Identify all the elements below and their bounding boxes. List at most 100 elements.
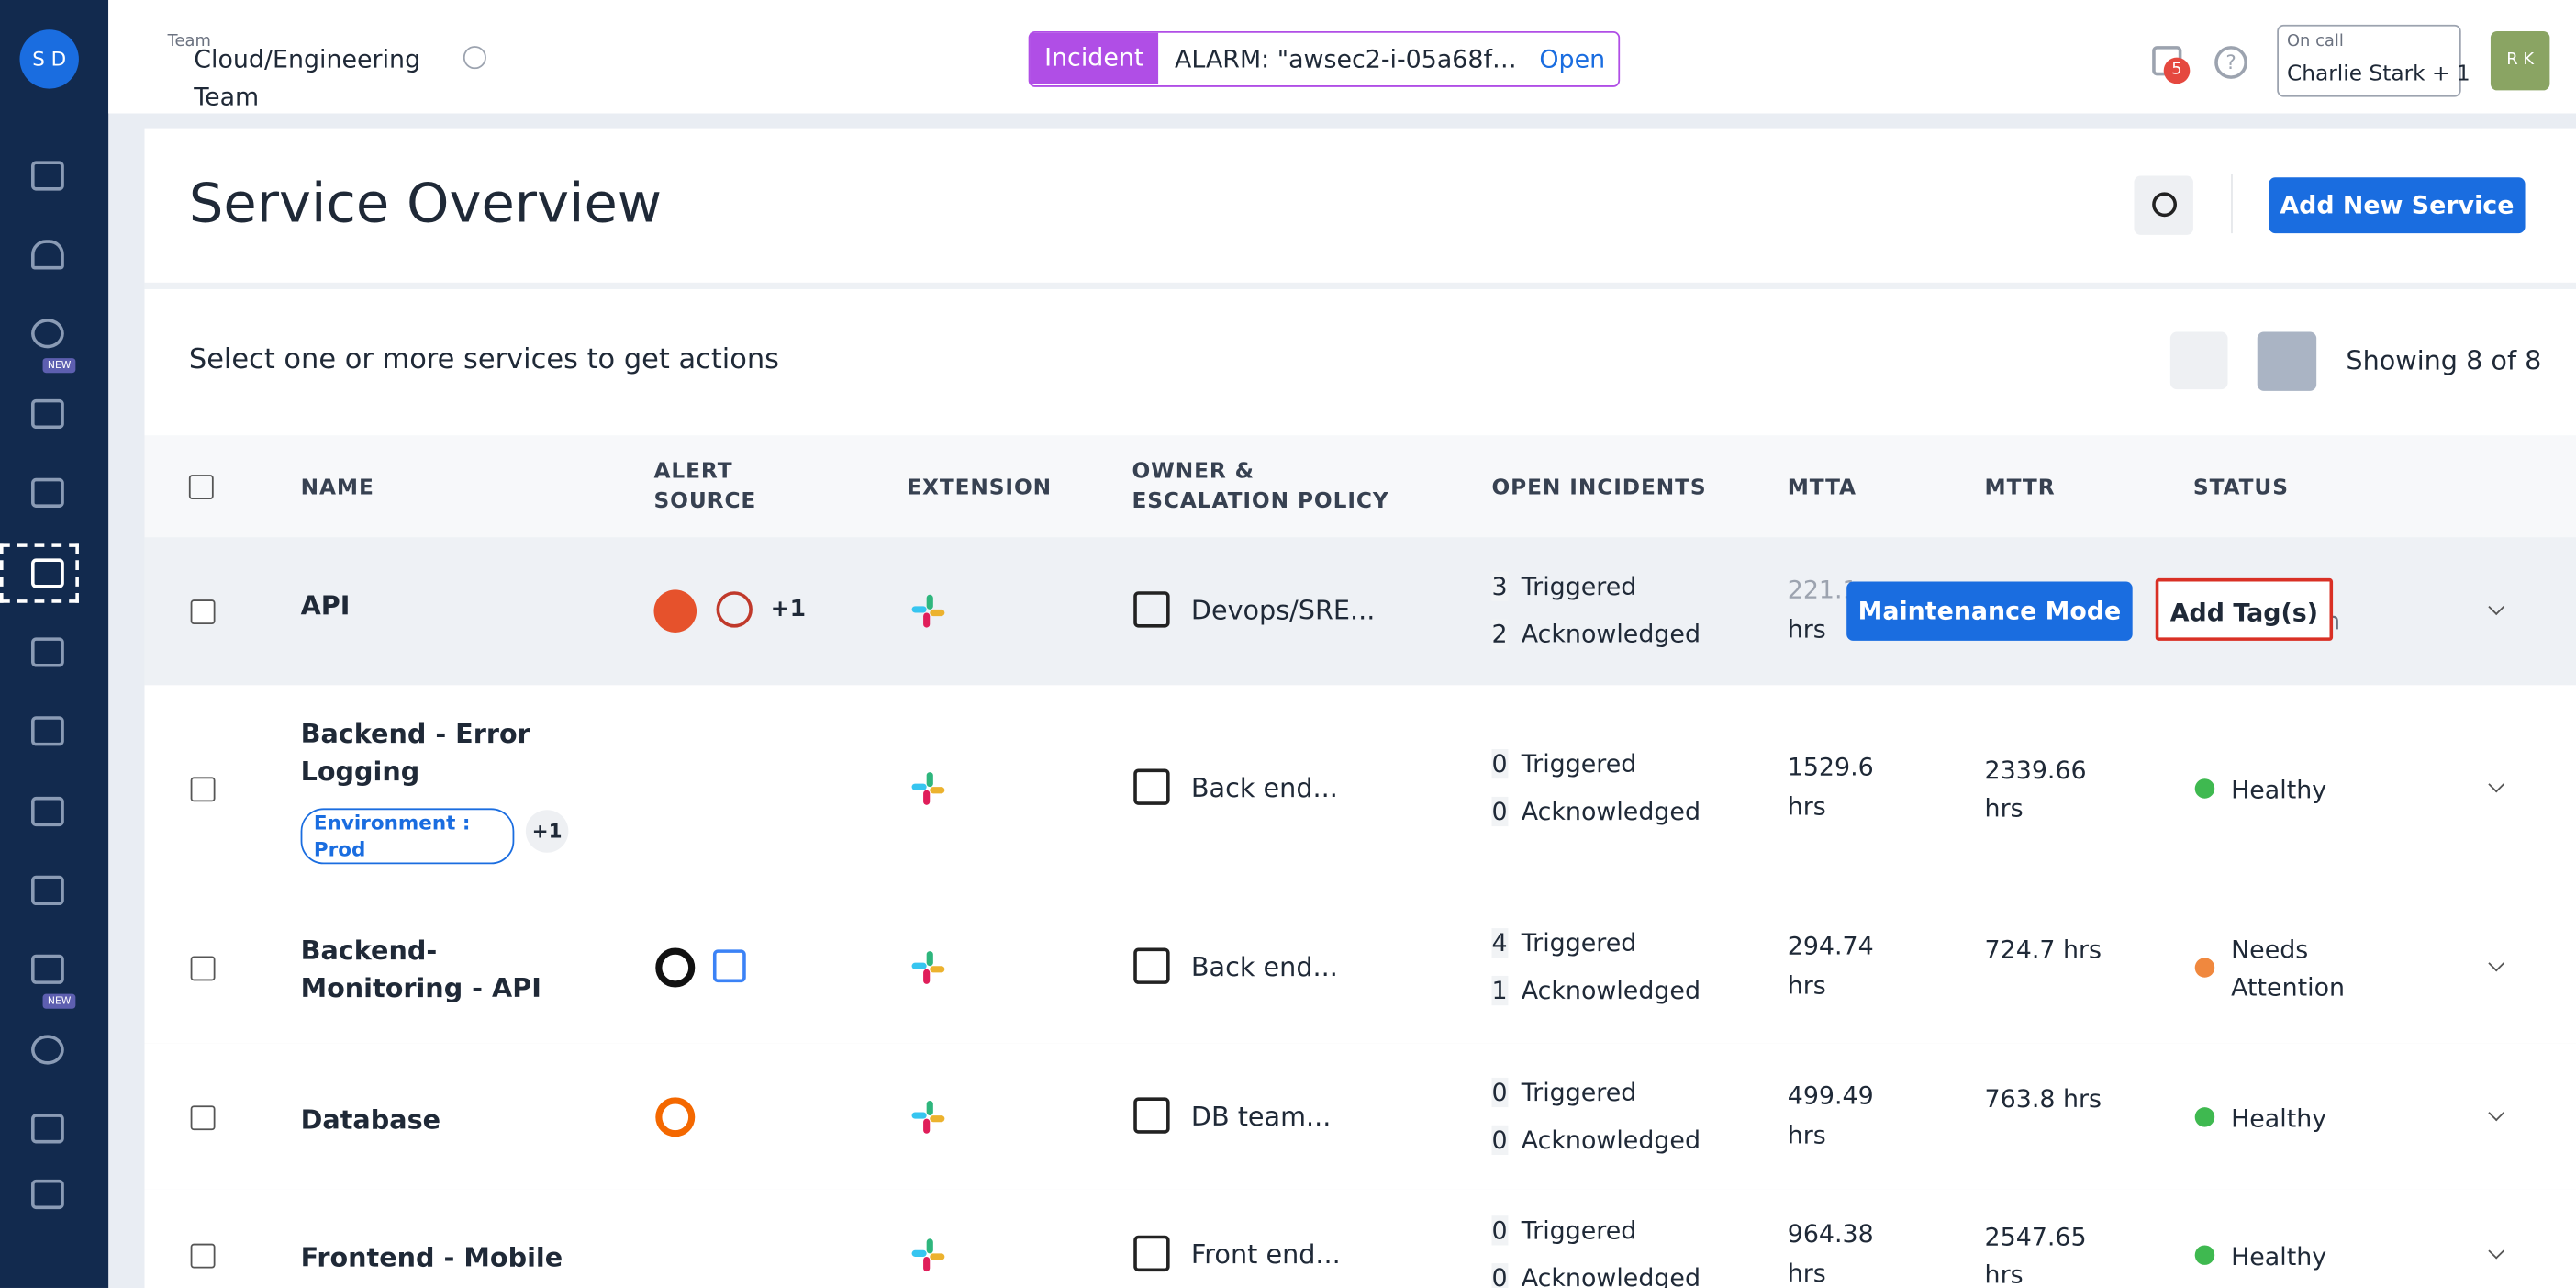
nav-icon[interactable] xyxy=(31,161,64,191)
table-header xyxy=(144,435,2576,538)
slack-icon xyxy=(909,947,948,987)
slack-part xyxy=(930,609,945,617)
add-service-button[interactable]: Add New Service xyxy=(2269,177,2526,234)
column-header: STATUS xyxy=(2192,476,2289,501)
add-tags-button[interactable]: Add Tag(s) xyxy=(2155,577,2334,641)
slack-icon xyxy=(909,1236,948,1275)
nav-icon[interactable] xyxy=(31,716,64,746)
help-icon[interactable]: ? xyxy=(2214,46,2247,79)
nav-icon[interactable] xyxy=(31,240,64,270)
expand-chevron[interactable] xyxy=(2488,1103,2505,1121)
slack-part xyxy=(911,1111,927,1118)
table-row[interactable]: Database DB team... 0 Triggered 0 Acknowledge… xyxy=(144,1043,2576,1192)
alert-icon xyxy=(655,1096,696,1137)
service-name[interactable]: API xyxy=(300,589,351,622)
owner: DB team... xyxy=(1190,1100,1332,1132)
column-header: OPEN INCIDENTS xyxy=(1491,476,1707,501)
status-dot xyxy=(2194,1106,2215,1126)
row-checkbox[interactable] xyxy=(190,1243,216,1269)
nav-active[interactable] xyxy=(0,543,79,603)
nav-icon[interactable] xyxy=(31,1035,64,1065)
divider xyxy=(2231,174,2233,234)
status-dot xyxy=(2194,778,2215,798)
owner: Back end... xyxy=(1190,771,1338,803)
status-dot xyxy=(2194,1245,2215,1265)
nav-icon[interactable] xyxy=(31,954,64,984)
service-name[interactable]: Backend-Monitoring - API xyxy=(300,934,541,1003)
status: Healthy xyxy=(2231,774,2327,804)
acknowledged-count: 0 xyxy=(1491,796,1508,826)
owner-icon xyxy=(1133,946,1170,984)
service-name[interactable]: Backend - Error Logging xyxy=(300,718,530,788)
view-toggle-active[interactable] xyxy=(2257,331,2317,391)
slack-part xyxy=(911,1249,927,1257)
team-label: Team xyxy=(167,32,211,51)
expand-chevron[interactable] xyxy=(2488,954,2505,971)
row-checkbox[interactable] xyxy=(190,1104,216,1130)
nav-icon[interactable] xyxy=(31,1114,64,1144)
slack-part xyxy=(926,594,933,610)
nav-icon[interactable] xyxy=(31,796,64,827)
oncall[interactable]: On call Charlie Stark + 1 xyxy=(2277,24,2470,97)
alert-icon xyxy=(653,589,697,633)
mtta-unit: hrs xyxy=(1787,1119,1826,1149)
slack-part xyxy=(911,606,927,613)
view-toggle[interactable] xyxy=(2169,331,2228,390)
table-row[interactable]: Frontend - Mobile Front end... 0 Triggered 0… xyxy=(144,1189,2576,1288)
user-avatar[interactable]: R K xyxy=(2490,31,2550,91)
new-badge: NEW xyxy=(42,358,76,374)
acknowledged-label: Acknowledged xyxy=(1521,619,1701,649)
select-all[interactable] xyxy=(188,475,214,500)
search-button[interactable] xyxy=(2134,175,2193,235)
owner: Front end... xyxy=(1190,1238,1341,1271)
row-checkbox[interactable] xyxy=(190,599,216,625)
nav-icon[interactable] xyxy=(31,1179,64,1210)
triggered-count: 0 xyxy=(1491,1077,1508,1107)
service-name[interactable]: Database xyxy=(300,1103,441,1135)
row-checkbox[interactable] xyxy=(190,776,216,801)
acknowledged-count: 0 xyxy=(1491,1124,1508,1155)
nav-icon[interactable] xyxy=(31,319,64,349)
avatar[interactable]: S D xyxy=(19,29,79,89)
triggered-count: 4 xyxy=(1491,927,1508,958)
expand-chevron[interactable] xyxy=(2488,599,2505,616)
top-bar: Team Cloud/Engineering Team Incident ALA… xyxy=(108,0,2576,114)
acknowledged-count: 1 xyxy=(1491,975,1508,1005)
search-icon[interactable] xyxy=(463,46,486,70)
team-select[interactable]: Cloud/Engineering Team xyxy=(194,44,421,112)
column-header: OWNER & ESCALATION POLICY xyxy=(1132,460,1389,515)
slack-part xyxy=(930,1253,945,1260)
owner-icon xyxy=(1133,1096,1170,1133)
owner-icon xyxy=(1133,1235,1170,1272)
oncall-name: Charlie Stark + 1 xyxy=(2286,62,2470,87)
service-name[interactable]: Frontend - Mobile xyxy=(300,1241,563,1273)
row-checkbox[interactable] xyxy=(190,955,216,980)
table-row[interactable]: Backend - Error Logging Environment : Pro… xyxy=(144,685,2576,892)
slack-part xyxy=(926,1238,933,1254)
expand-chevron[interactable] xyxy=(2488,1242,2505,1260)
table-row[interactable]: Backend-Monitoring - API Back end... 4 Trig… xyxy=(144,890,2576,1046)
nav-icon[interactable] xyxy=(31,477,64,508)
triggered-count: 0 xyxy=(1491,748,1508,778)
alert-icon xyxy=(712,948,746,982)
slack-part xyxy=(930,786,945,793)
expand-chevron[interactable] xyxy=(2488,775,2505,792)
incident-banner[interactable]: Incident ALARM: "awsec2-i-05a68f… Open xyxy=(1028,31,1621,87)
slack-part xyxy=(930,1114,945,1122)
slack-part xyxy=(926,950,933,966)
new-badge: NEW xyxy=(42,993,76,1009)
mtta: 499.49 xyxy=(1787,1080,1874,1110)
nav-icon[interactable] xyxy=(31,398,64,430)
nav-icon[interactable] xyxy=(31,637,64,667)
slack-part xyxy=(923,968,931,984)
column-header: MTTR xyxy=(1984,476,2056,501)
oncall-label: On call xyxy=(2286,32,2344,51)
mtta: 1529.6 xyxy=(1787,751,1874,781)
acknowledged-label: Acknowledged xyxy=(1521,796,1701,826)
page-title: Service Overview xyxy=(188,171,663,235)
table-row[interactable]: API +1 Devops/SRE... 3 Triggered 2 Acknowledge… xyxy=(144,537,2576,688)
maintenance-button[interactable]: Maintenance Mode xyxy=(1846,581,2133,641)
mtta: 221.1 xyxy=(1787,575,1858,605)
status: Healthy xyxy=(2231,1241,2327,1272)
nav-icon[interactable] xyxy=(31,875,64,906)
